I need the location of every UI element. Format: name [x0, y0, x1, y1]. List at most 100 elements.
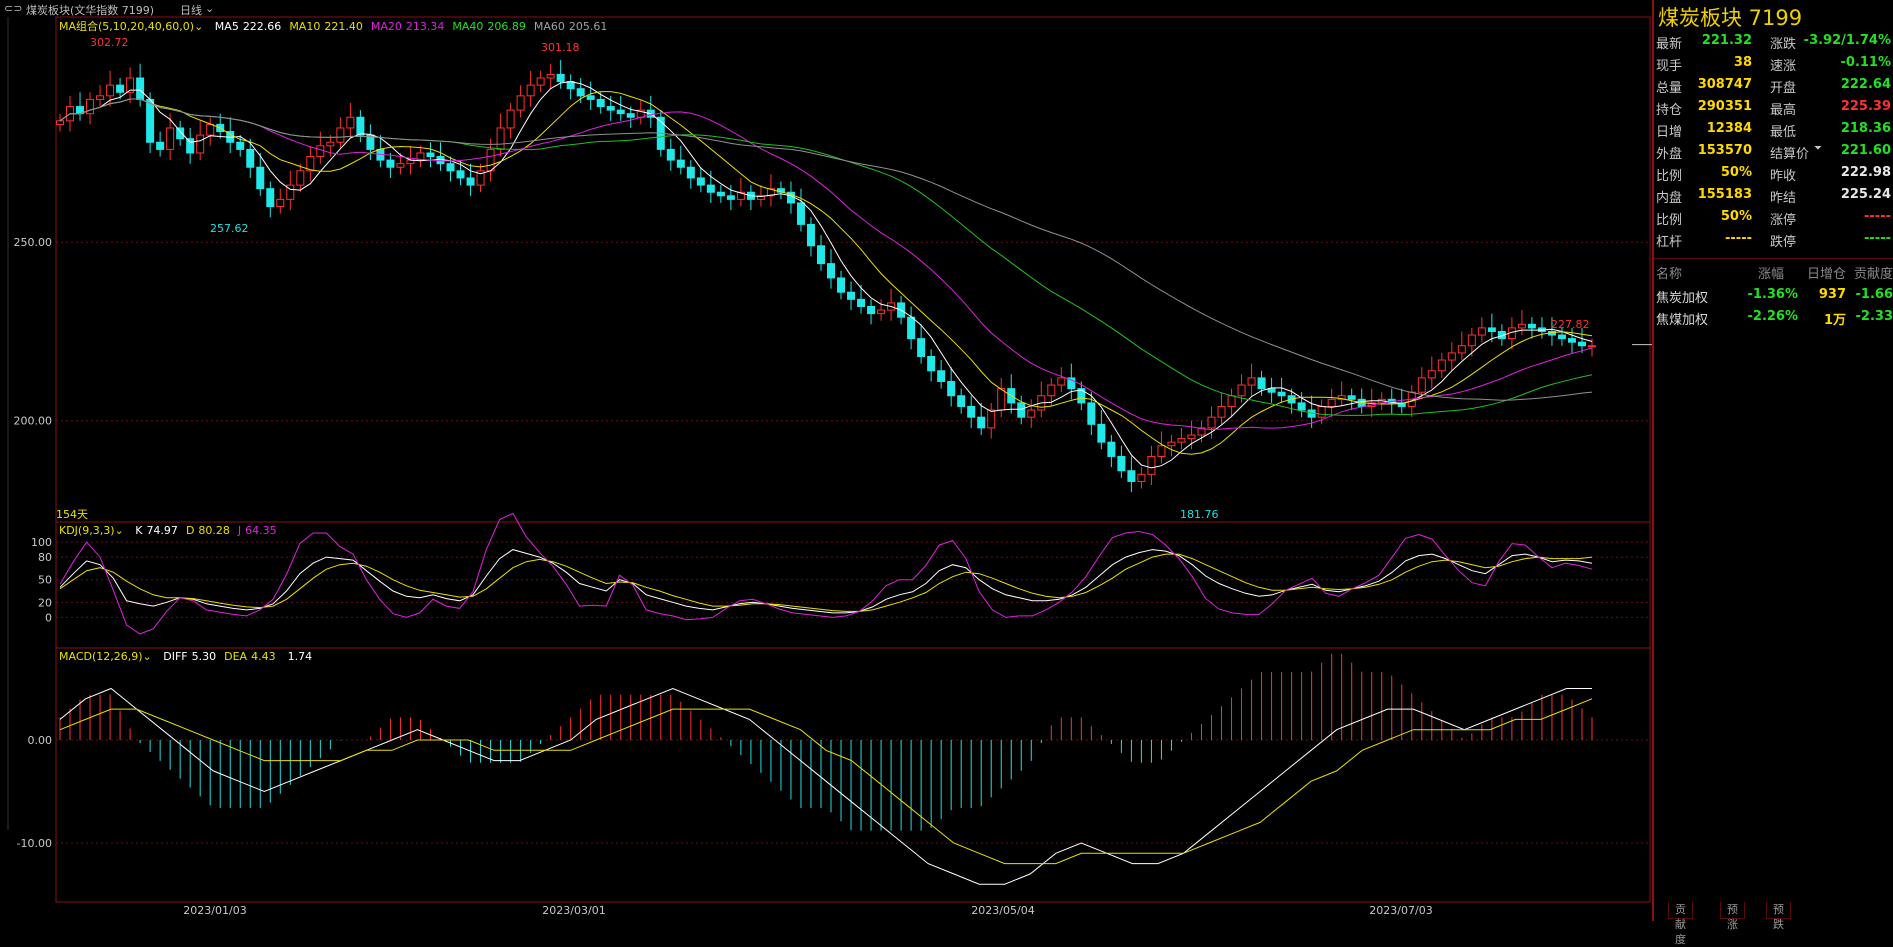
chevron-down-icon[interactable]: ⌄	[205, 2, 215, 15]
component-row[interactable]: 焦炭加权 -1.36% 937 -1.66	[1654, 284, 1893, 306]
candle-body	[136, 77, 145, 100]
quote-label: 外盘	[1656, 147, 1683, 162]
candle-body	[316, 145, 325, 158]
candle-body	[626, 113, 635, 118]
candle-body	[1588, 345, 1596, 348]
kdj-legend-value: 80.28	[198, 524, 230, 537]
candle-body	[586, 95, 595, 100]
candle-body	[1467, 334, 1476, 347]
candle-body	[546, 73, 555, 79]
candle-body	[867, 305, 876, 315]
candle-body	[1237, 384, 1246, 397]
main-legend-item: MA40	[452, 20, 484, 33]
quote-value: -0.11%	[1840, 55, 1892, 70]
candle-body	[466, 177, 475, 186]
candle-body	[686, 166, 695, 179]
quote-label: 涨跌	[1770, 37, 1797, 52]
kdj-d-line	[59, 553, 1593, 612]
quote-label: 昨收	[1770, 169, 1797, 184]
quote-value: 225.39	[1840, 99, 1891, 114]
quote-label: 最低	[1770, 125, 1797, 140]
candle-body	[1437, 359, 1446, 372]
quote-value: 155183	[1697, 187, 1752, 202]
candle-body	[96, 95, 105, 100]
candle-body	[286, 184, 295, 200]
macd-legend-label[interactable]: MACD(12,26,9)	[59, 650, 143, 663]
kdj-legend-label[interactable]: KDJ(9,3,3)	[59, 524, 115, 537]
candle-body	[1447, 352, 1456, 361]
component-oi-inc: 937	[1818, 287, 1846, 302]
settle-dropdown-icon[interactable]: ⏷	[1814, 143, 1822, 154]
component-row[interactable]: 焦煤加权 -2.26% 1万 -2.33	[1654, 306, 1893, 328]
component-name: 焦煤加权	[1656, 313, 1709, 328]
candle-body	[1077, 388, 1086, 404]
candle-body	[1257, 377, 1266, 390]
candle-body	[396, 163, 405, 168]
component-oi-inc: 1万	[1823, 313, 1846, 328]
kdj-legend-value: 74.97	[146, 524, 178, 537]
candle-body	[276, 198, 285, 208]
quote-label: 持仓	[1656, 103, 1683, 118]
candle-body	[1267, 388, 1276, 393]
candle-body	[1427, 370, 1436, 379]
kdj-tick-label: 0	[45, 611, 52, 624]
ma-line	[59, 98, 1593, 431]
price-tick-label: 250.00	[14, 236, 53, 249]
candle-body	[1337, 395, 1346, 400]
candle-body	[1067, 377, 1076, 390]
price-tick-label: 200.00	[14, 415, 53, 428]
quote-value: 50%	[1720, 165, 1752, 180]
candle-body	[796, 202, 805, 225]
quote-value: -3.92/1.74%	[1803, 33, 1891, 48]
annotation-low-2: 181.76	[1180, 508, 1219, 521]
component-change: -2.26%	[1747, 309, 1799, 324]
kdj-legend-item: D	[185, 524, 195, 537]
period-selector[interactable]: 日线	[180, 4, 202, 17]
candle-body	[1247, 377, 1256, 386]
quote-label: 涨停	[1770, 213, 1797, 228]
quote-value: 12384	[1706, 121, 1752, 136]
candle-body	[86, 98, 95, 115]
quote-value: 308747	[1697, 77, 1752, 92]
macd-dea-line	[59, 698, 1593, 865]
x-tick-label: 2023/01/03	[183, 904, 246, 917]
tab-expected-fall[interactable]: 预跌	[1766, 902, 1791, 931]
macd-legend-value: 5.30	[191, 650, 217, 663]
candle-body	[326, 141, 335, 147]
quote-value: 225.24	[1840, 187, 1891, 202]
candle-body	[1477, 327, 1486, 336]
macd-legend[interactable]: MACD(12,26,9)⌄ DIFF 5.30 DEA 4.43 1.74	[59, 650, 313, 663]
candle-body	[146, 98, 155, 143]
ma-legend-label[interactable]: MA组合(5,10,20,40,60,0)	[59, 20, 195, 33]
quote-value: 222.64	[1840, 77, 1891, 92]
candle-body	[166, 127, 175, 150]
quote-label: 最高	[1770, 103, 1797, 118]
ma-legend[interactable]: MA组合(5,10,20,40,60,0)⌄ MA5 222.66 MA10 221.…	[59, 20, 608, 33]
candle-body	[246, 148, 255, 168]
tab-contribution[interactable]: 贡献度	[1668, 902, 1693, 946]
kdj-j-line	[59, 512, 1593, 635]
candle-body	[516, 95, 525, 111]
candle-body	[857, 298, 866, 307]
macd-legend-value: 4.43	[251, 650, 276, 663]
candle-body	[616, 109, 625, 115]
candle-body	[506, 109, 515, 129]
kdj-legend[interactable]: KDJ(9,3,3)⌄ K 74.97 D 80.28 J 64.35	[59, 524, 277, 537]
tab-expected-rise[interactable]: 预涨	[1720, 902, 1745, 931]
candle-body	[816, 245, 825, 265]
quote-value: -----	[1864, 209, 1891, 224]
candle-body	[706, 184, 715, 193]
candle-body	[927, 355, 936, 372]
candle-body	[556, 73, 565, 83]
quote-value: 38	[1733, 55, 1752, 70]
instrument-title: 煤炭板块(文华指数 7199)	[26, 4, 155, 17]
candle-body	[576, 88, 585, 97]
chart-area[interactable]: 250.00 200.00 100 80 50 20 0 0.00 -10.00 2023/01/…	[0, 0, 1652, 921]
candle-body	[1487, 327, 1496, 332]
chain-icon[interactable]: ⊂⊃	[4, 2, 23, 15]
x-tick-label: 2023/05/04	[971, 904, 1034, 917]
component-contrib: -2.33	[1855, 309, 1893, 324]
candle-body	[106, 84, 115, 97]
annotation-low-1: 257.62	[210, 222, 249, 235]
candle-body	[526, 84, 535, 97]
